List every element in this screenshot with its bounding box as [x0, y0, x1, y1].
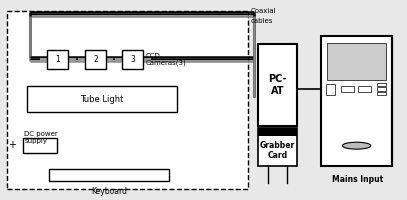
Text: DC power
supply: DC power supply	[24, 131, 58, 144]
Bar	[327, 43, 386, 80]
Text: Keyboard: Keyboard	[91, 187, 127, 196]
Text: Mains Input: Mains Input	[332, 175, 383, 184]
Bar	[321, 36, 392, 166]
Bar	[358, 86, 371, 92]
Bar	[47, 50, 68, 69]
Bar	[377, 92, 386, 95]
Text: Grabber
Card: Grabber Card	[260, 141, 295, 160]
Text: cables: cables	[250, 18, 273, 24]
Bar	[258, 128, 297, 136]
Bar	[27, 86, 177, 112]
Text: Coaxial: Coaxial	[250, 8, 276, 14]
Bar	[7, 11, 248, 189]
Bar	[23, 138, 57, 153]
Text: +: +	[8, 140, 16, 150]
Bar	[258, 44, 297, 126]
Text: CCD
Cameras(3): CCD Cameras(3)	[146, 53, 187, 66]
Text: PC-
AT: PC- AT	[268, 74, 287, 96]
Text: 2: 2	[93, 55, 98, 64]
Bar	[258, 128, 297, 166]
Bar	[341, 86, 354, 92]
Text: 1: 1	[55, 55, 60, 64]
Text: 3: 3	[131, 55, 136, 64]
Bar	[326, 84, 335, 95]
Bar	[377, 87, 386, 91]
Bar	[85, 50, 106, 69]
Text: Tube Light: Tube Light	[81, 95, 124, 104]
Bar	[49, 169, 169, 181]
Ellipse shape	[342, 142, 371, 149]
Bar	[123, 50, 144, 69]
Bar	[377, 83, 386, 86]
